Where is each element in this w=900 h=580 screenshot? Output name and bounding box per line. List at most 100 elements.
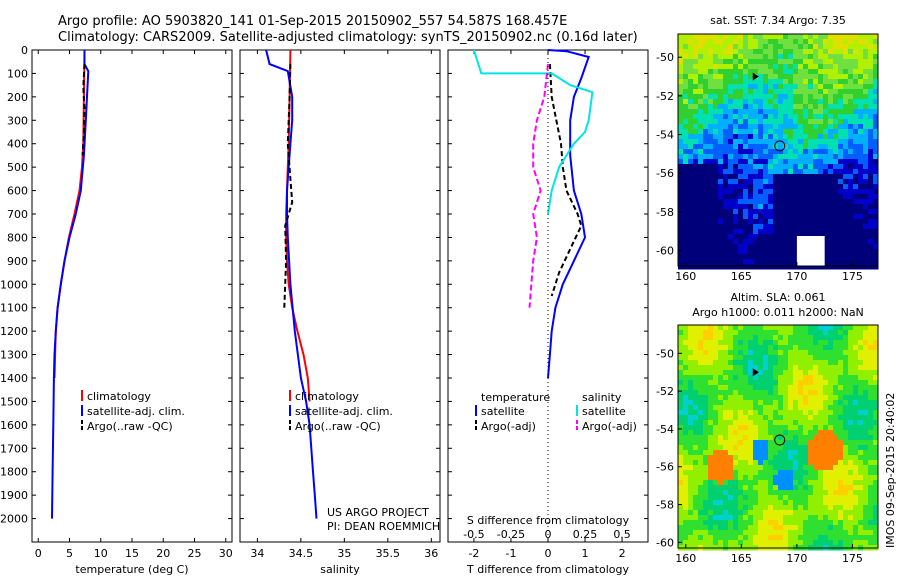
map-cell: [693, 174, 699, 180]
map-cell: [703, 164, 709, 170]
map-cell: [708, 249, 714, 255]
map-cell: [708, 184, 714, 190]
map-cell: [763, 124, 769, 130]
map-cell: [813, 375, 819, 381]
map-cell: [753, 99, 759, 105]
map-cell: [783, 174, 789, 180]
y-tick-label: 1000: [0, 278, 28, 291]
map-cell: [723, 535, 729, 541]
map-cell: [753, 385, 759, 391]
map-cell: [823, 229, 829, 235]
map-cell: [738, 525, 744, 531]
map-cell: [728, 94, 734, 100]
map-cell: [733, 189, 739, 195]
map-cell: [693, 365, 699, 371]
map-cell: [803, 209, 809, 215]
map-cell: [848, 134, 854, 140]
map-cell: [713, 505, 719, 511]
plot-frame: [239, 49, 441, 543]
map-cell: [698, 480, 704, 486]
map-cell: [843, 420, 849, 426]
map-cell: [833, 229, 839, 235]
map-cell: [728, 500, 734, 506]
map-cell: [783, 94, 789, 100]
map-cell: [833, 169, 839, 175]
map-cell: [748, 330, 754, 336]
map-cell: [783, 405, 789, 411]
map-cell: [838, 84, 844, 90]
map-cell: [803, 69, 809, 75]
map-cell: [698, 189, 704, 195]
map-cell: [823, 124, 829, 130]
map-cell: [703, 179, 709, 185]
map-cell: [788, 540, 794, 546]
map-cell: [823, 64, 829, 70]
map-cell: [738, 325, 744, 331]
map-cell: [793, 535, 799, 541]
map-cell: [678, 159, 684, 165]
map-cell: [783, 430, 789, 436]
map-cell: [733, 64, 739, 70]
map-cell: [688, 129, 694, 135]
map-cell: [763, 360, 769, 366]
map-cell: [773, 470, 779, 476]
map-cell: [798, 204, 804, 210]
map-cell: [763, 219, 769, 225]
map-cell: [818, 59, 824, 65]
map-cell: [873, 325, 879, 331]
map-cell: [793, 229, 799, 235]
map-cell: [698, 104, 704, 110]
map-cell: [833, 535, 839, 541]
map-cell: [848, 59, 854, 65]
map-cell: [753, 264, 759, 270]
map-cell: [808, 415, 814, 421]
map-cell: [753, 259, 759, 265]
map-cell: [813, 400, 819, 406]
map-cell: [838, 149, 844, 155]
map-cell: [738, 500, 744, 506]
map-cell: [683, 395, 689, 401]
y-tick-label: -56: [656, 167, 674, 180]
map-cell: [718, 129, 724, 135]
map-cell: [788, 124, 794, 130]
map-cell: [738, 59, 744, 65]
map-cell: [798, 430, 804, 436]
map-cell: [748, 490, 754, 496]
map-cell: [778, 34, 784, 40]
map-cell: [803, 500, 809, 506]
map-cell: [743, 124, 749, 130]
map-cell: [683, 254, 689, 260]
map-cell: [778, 199, 784, 205]
map-cell: [778, 229, 784, 235]
map-cell: [833, 365, 839, 371]
map-cell: [718, 44, 724, 50]
map-cell: [688, 375, 694, 381]
map-cell: [798, 500, 804, 506]
map-cell: [733, 144, 739, 150]
map-cell: [788, 154, 794, 160]
map-cell: [768, 219, 774, 225]
map-cell: [848, 425, 854, 431]
map-cell: [813, 335, 819, 341]
map-cell: [868, 219, 874, 225]
map-cell: [813, 114, 819, 120]
map-cell: [778, 214, 784, 220]
map-cell: [818, 154, 824, 160]
map-cell: [778, 370, 784, 376]
map-cell: [768, 119, 774, 125]
map-cell: [748, 405, 754, 411]
map-cell: [853, 485, 859, 491]
map-cell: [808, 44, 814, 50]
map-cell: [678, 335, 684, 341]
map-cell: [818, 480, 824, 486]
map-cell: [813, 425, 819, 431]
map-cell: [708, 340, 714, 346]
map-cell: [808, 124, 814, 130]
map-cell: [853, 455, 859, 461]
map-cell: [793, 254, 799, 260]
map-cell: [703, 480, 709, 486]
map-cell: [708, 134, 714, 140]
map-cell: [728, 49, 734, 55]
map-cell: [873, 174, 879, 180]
map-cell: [833, 520, 839, 526]
